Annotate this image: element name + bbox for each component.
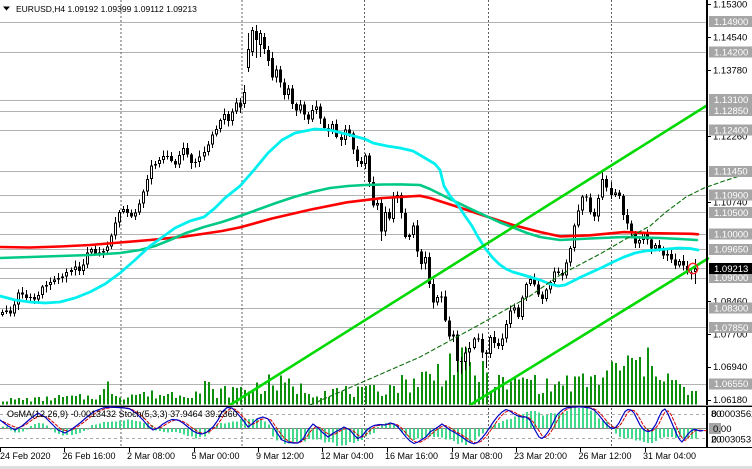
svg-text:16 Mar 16:00: 16 Mar 16:00 bbox=[385, 451, 438, 461]
svg-text:1.14540: 1.14540 bbox=[713, 33, 747, 44]
svg-text:1.12850: 1.12850 bbox=[714, 106, 748, 117]
svg-text:1.10740: 1.10740 bbox=[713, 197, 747, 208]
svg-text:1.06940: 1.06940 bbox=[713, 362, 747, 373]
svg-text:26 Mar 12:00: 26 Mar 12:00 bbox=[579, 451, 632, 461]
svg-text:1.08300: 1.08300 bbox=[714, 303, 748, 314]
svg-text:20: 20 bbox=[711, 434, 722, 445]
svg-text:1.10500: 1.10500 bbox=[714, 208, 748, 219]
svg-text:0.00: 0.00 bbox=[713, 424, 732, 435]
svg-text:0.003053: 0.003053 bbox=[712, 434, 752, 445]
svg-text:1.09000: 1.09000 bbox=[714, 273, 748, 284]
svg-text:2 Mar 08:00: 2 Mar 08:00 bbox=[127, 451, 175, 461]
svg-text:12 Mar 04:00: 12 Mar 04:00 bbox=[321, 451, 374, 461]
svg-text:1.07700: 1.07700 bbox=[713, 329, 747, 340]
svg-text:1.10000: 1.10000 bbox=[714, 230, 748, 241]
svg-text:1.07850: 1.07850 bbox=[714, 323, 748, 334]
svg-text:1.12260: 1.12260 bbox=[713, 132, 747, 143]
svg-text:1.06180: 1.06180 bbox=[713, 395, 747, 406]
svg-text:80: 80 bbox=[711, 409, 722, 420]
svg-text:9 Mar 12:00: 9 Mar 12:00 bbox=[256, 451, 304, 461]
svg-text:1.14200: 1.14200 bbox=[714, 47, 748, 58]
svg-text:23 Mar 20:00: 23 Mar 20:00 bbox=[514, 451, 567, 461]
svg-text:1.15300: 1.15300 bbox=[713, 0, 747, 11]
svg-text:0.0003562: 0.0003562 bbox=[712, 409, 752, 420]
svg-text:EURUSD,H4 1.09192 1.09399 1.0: EURUSD,H4 1.09192 1.09399 1.09112 1.0921… bbox=[16, 4, 197, 14]
svg-text:1.14900: 1.14900 bbox=[714, 17, 748, 28]
svg-text:1.13100: 1.13100 bbox=[714, 95, 748, 106]
svg-text:19 Mar 08:00: 19 Mar 08:00 bbox=[450, 451, 503, 461]
svg-text:1.09650: 1.09650 bbox=[714, 245, 748, 256]
svg-text:1.08460: 1.08460 bbox=[713, 296, 747, 307]
svg-text:1.13780: 1.13780 bbox=[713, 66, 747, 77]
svg-text:1.10900: 1.10900 bbox=[714, 191, 748, 202]
svg-text:1.11450: 1.11450 bbox=[714, 167, 748, 178]
svg-text:1.12400: 1.12400 bbox=[714, 126, 748, 137]
svg-text:24 Feb 2020: 24 Feb 2020 bbox=[0, 451, 51, 461]
svg-text:OsMA(12,26,9) -0.0013432 Stoch: OsMA(12,26,9) -0.0013432 Stoch(5,3,3) 37… bbox=[7, 409, 238, 419]
svg-text:5 Mar 00:00: 5 Mar 00:00 bbox=[192, 451, 240, 461]
svg-text:1.09213: 1.09213 bbox=[714, 264, 748, 275]
svg-text:1.06550: 1.06550 bbox=[714, 379, 748, 390]
svg-text:26 Feb 16:00: 26 Feb 16:00 bbox=[63, 451, 116, 461]
svg-text:31 Mar 04:00: 31 Mar 04:00 bbox=[643, 451, 696, 461]
